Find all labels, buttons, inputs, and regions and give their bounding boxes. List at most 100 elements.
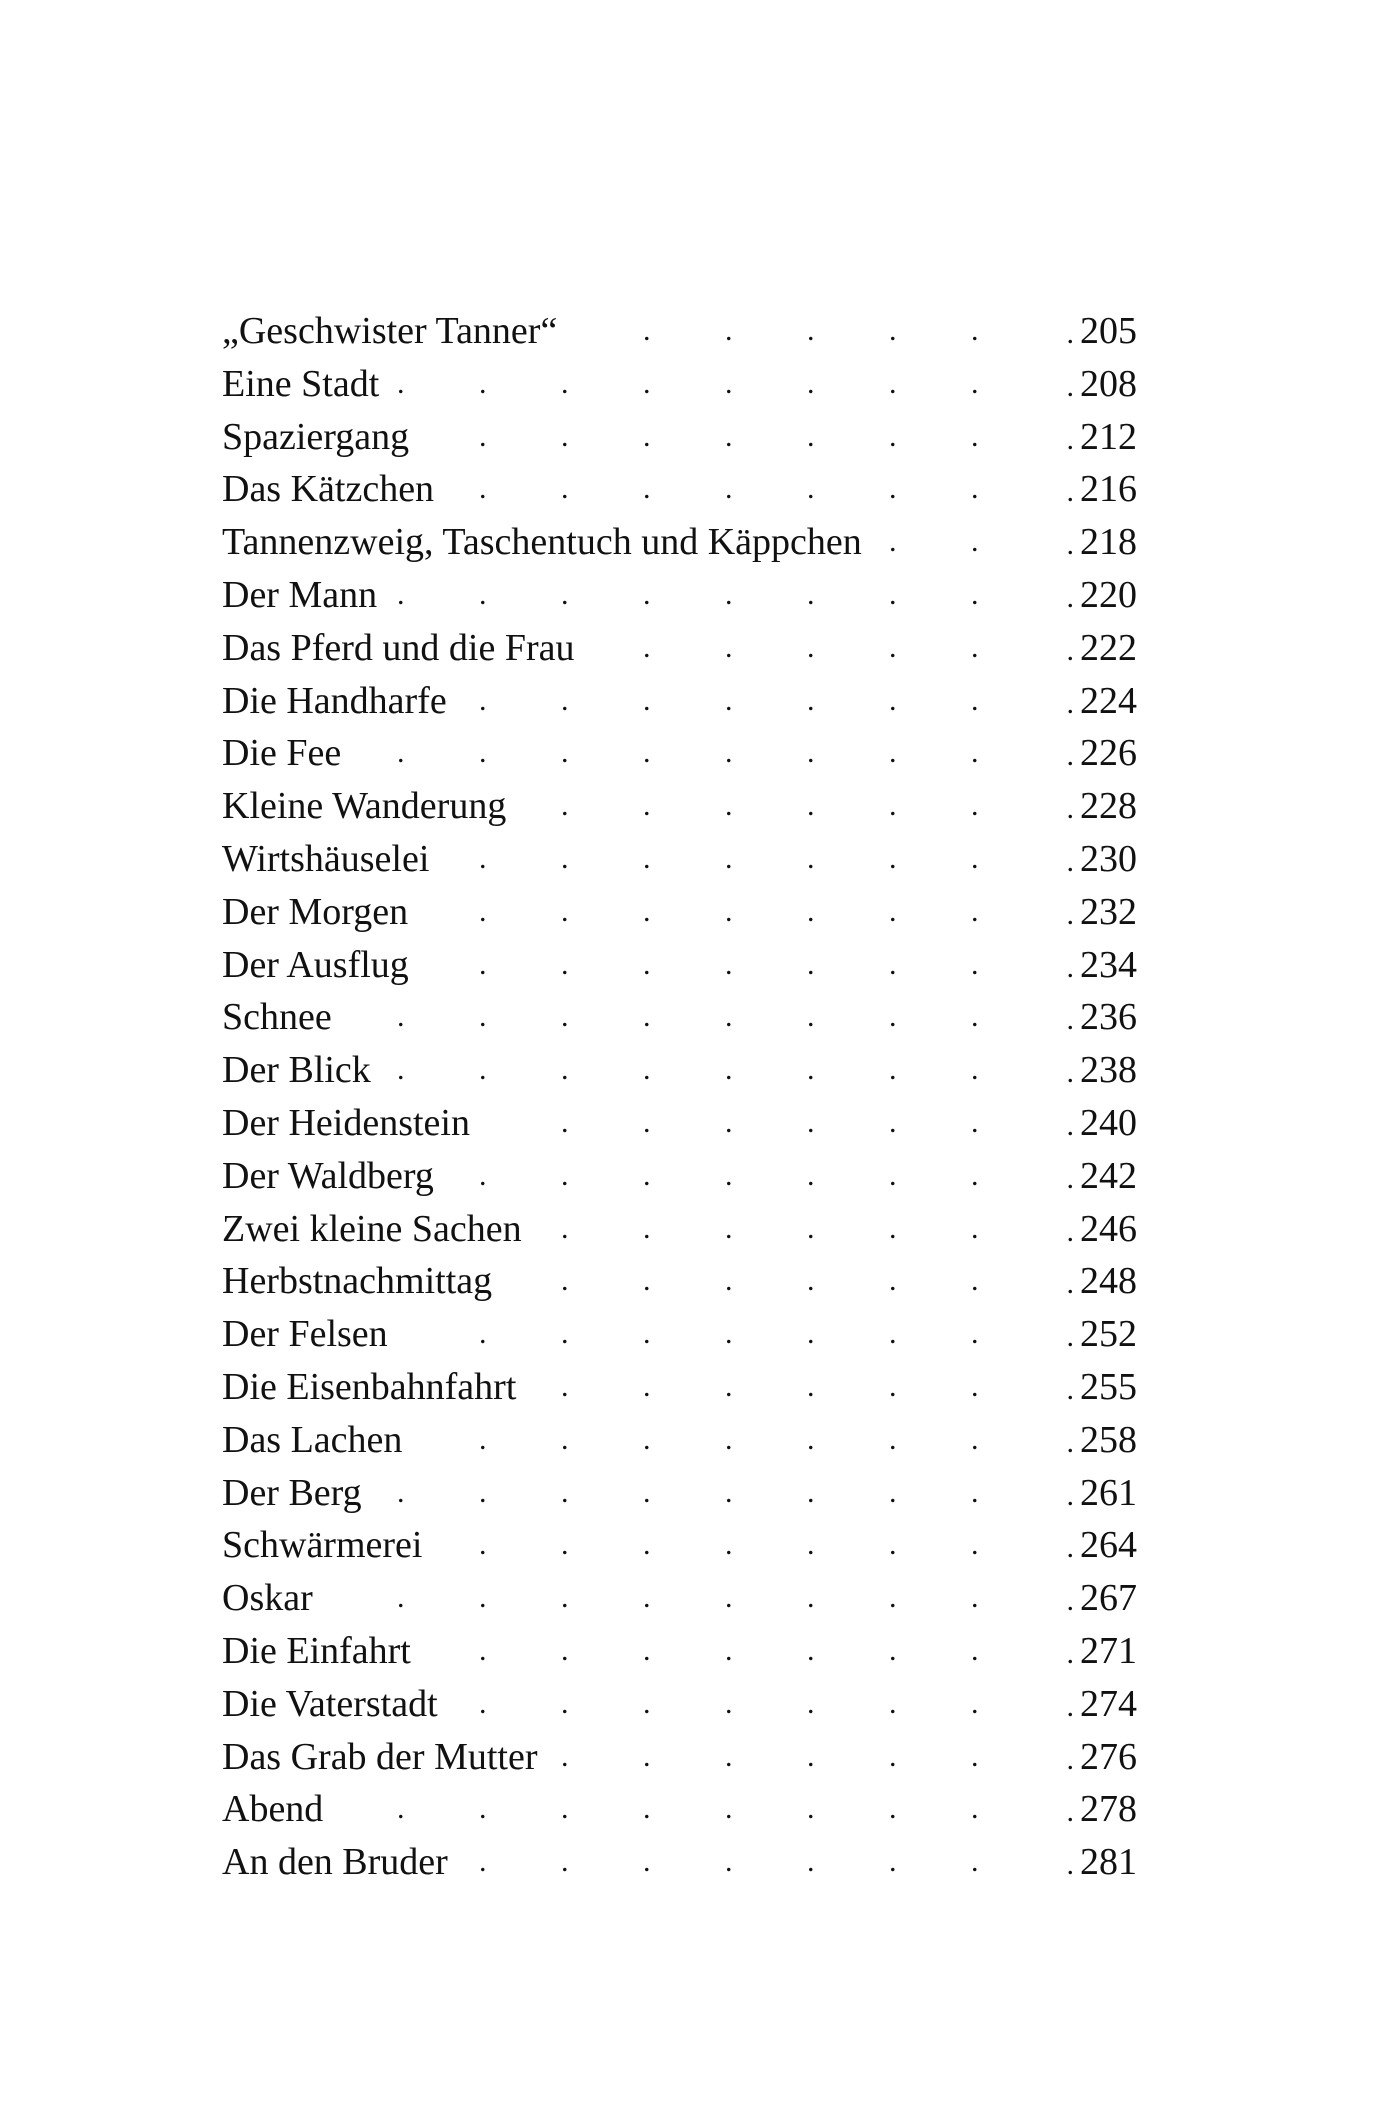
toc-entry: Der Mann........220 [222, 569, 1137, 622]
entry-title: Der Felsen [222, 1313, 388, 1356]
dot-leader: ....... [222, 1414, 1137, 1467]
entry-title: Die Fee [222, 732, 342, 775]
leader-dot: . [397, 736, 405, 770]
leader-dot: . [725, 1739, 733, 1773]
leader-dot: . [561, 841, 569, 875]
toc-entry: Wirtshäuselei.......230 [222, 833, 1137, 886]
leader-dot: . [889, 1422, 897, 1456]
leader-dot: . [561, 1422, 569, 1456]
entry-title: Der Heidenstein [222, 1101, 470, 1144]
entry-page-number: 255 [1067, 1361, 1137, 1417]
toc-entry: Schwärmerei.......264 [222, 1519, 1137, 1572]
entry-title: Das Grab der Mutter [222, 1735, 538, 1778]
toc-entry: Der Berg........261 [222, 1467, 1137, 1520]
toc-entry: Das Kätzchen.......216 [222, 463, 1137, 516]
leader-dot: . [807, 577, 815, 611]
leader-dot: . [479, 472, 487, 506]
leader-dot: . [971, 1053, 979, 1087]
leader-dot: . [479, 1317, 487, 1351]
leader-dot: . [889, 1211, 897, 1245]
leader-dot: . [971, 1211, 979, 1245]
leader-dot: . [807, 1845, 815, 1879]
leader-dot: . [561, 1211, 569, 1245]
leader-dot: . [889, 1105, 897, 1139]
leader-dot: . [807, 630, 815, 664]
leader-dot: . [643, 1792, 651, 1826]
leader-dot: . [971, 1105, 979, 1139]
entry-title: Der Berg [222, 1471, 362, 1514]
leader-dot: . [643, 419, 651, 453]
leader-dot: . [889, 736, 897, 770]
toc-entry: Kleine Wanderung......228 [222, 780, 1137, 833]
leader-dot: . [971, 1369, 979, 1403]
leader-dot: . [561, 1581, 569, 1615]
leader-dot: . [725, 472, 733, 506]
dot-leader: ....... [222, 1150, 1137, 1203]
dot-leader: ........ [222, 1044, 1137, 1097]
leader-dot: . [807, 366, 815, 400]
leader-dot: . [397, 1792, 405, 1826]
leader-dot: . [479, 1528, 487, 1562]
leader-dot: . [725, 1528, 733, 1562]
entry-page-number: 281 [1067, 1836, 1137, 1892]
entry-title: Das Kätzchen [222, 468, 435, 511]
entry-title: Das Pferd und die Frau [222, 626, 575, 669]
dot-leader: ...... [222, 1731, 1137, 1784]
leader-dot: . [479, 366, 487, 400]
leader-dot: . [807, 1633, 815, 1667]
leader-dot: . [643, 1264, 651, 1298]
entry-page-number: 226 [1067, 727, 1137, 783]
dot-leader: ...... [222, 1203, 1137, 1256]
leader-dot: . [725, 1000, 733, 1034]
entry-page-number: 274 [1067, 1678, 1137, 1734]
dot-leader: ....... [222, 1678, 1137, 1731]
leader-dot: . [889, 472, 897, 506]
dot-leader: ........ [222, 1572, 1137, 1625]
entry-page-number: 238 [1067, 1044, 1137, 1100]
entry-title: Eine Stadt [222, 362, 380, 405]
toc-entry: Eine Stadt........208 [222, 358, 1137, 411]
toc-entry: Die Fee........226 [222, 727, 1137, 780]
entry-title: Spaziergang [222, 415, 410, 458]
leader-dot: . [561, 1475, 569, 1509]
leader-dot: . [971, 894, 979, 928]
entry-title: Die Vaterstadt [222, 1682, 438, 1725]
leader-dot: . [561, 1739, 569, 1773]
leader-dot: . [725, 314, 733, 347]
leader-dot: . [479, 1686, 487, 1720]
leader-dot: . [971, 1000, 979, 1034]
leader-dot: . [643, 1053, 651, 1087]
leader-dot: . [643, 1000, 651, 1034]
dot-leader: ........ [222, 1467, 1137, 1520]
leader-dot: . [561, 1105, 569, 1139]
entry-page-number: 240 [1067, 1097, 1137, 1153]
leader-dot: . [479, 736, 487, 770]
entry-page-number: 222 [1067, 622, 1137, 678]
leader-dot: . [561, 736, 569, 770]
entry-page-number: 267 [1067, 1572, 1137, 1628]
dot-leader: ...... [222, 1255, 1137, 1308]
leader-dot: . [561, 789, 569, 823]
leader-dot: . [971, 947, 979, 981]
leader-dot: . [971, 366, 979, 400]
leader-dot: . [643, 1686, 651, 1720]
entry-title: Die Handharfe [222, 679, 447, 722]
toc-entry: Der Morgen.......232 [222, 886, 1137, 939]
leader-dot: . [889, 419, 897, 453]
leader-dot: . [643, 366, 651, 400]
entry-page-number: 264 [1067, 1519, 1137, 1575]
leader-dot: . [971, 683, 979, 717]
leader-dot: . [725, 1792, 733, 1826]
leader-dot: . [397, 1000, 405, 1034]
entry-title: Wirtshäuselei [222, 837, 430, 880]
entry-page-number: 218 [1067, 516, 1137, 572]
toc-entry: Das Grab der Mutter......276 [222, 1731, 1137, 1784]
entry-page-number: 242 [1067, 1150, 1137, 1206]
leader-dot: . [807, 1317, 815, 1351]
leader-dot: . [971, 1264, 979, 1298]
toc-entry: Der Felsen.......252 [222, 1308, 1137, 1361]
dot-leader: ...... [222, 1361, 1137, 1414]
leader-dot: . [971, 1317, 979, 1351]
entry-title: Abend [222, 1788, 324, 1831]
leader-dot: . [479, 1422, 487, 1456]
